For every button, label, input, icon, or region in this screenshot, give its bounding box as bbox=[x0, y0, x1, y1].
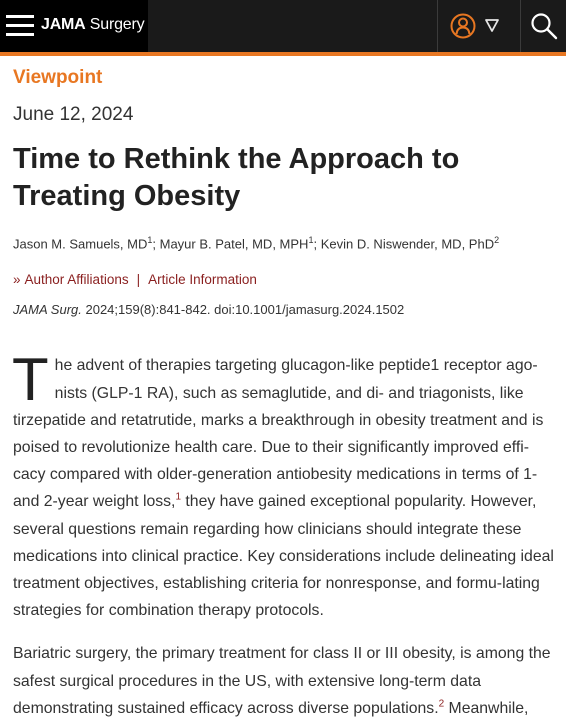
reference-link[interactable]: 2 bbox=[438, 698, 445, 710]
author-affiliation-marker: 2 bbox=[494, 235, 500, 245]
logo-bold: JAMA bbox=[41, 16, 86, 33]
citation-details: 2024;159(8):841-842. doi:10.1001/jamasur… bbox=[81, 302, 405, 318]
article-section-label[interactable]: Viewpoint bbox=[13, 67, 103, 88]
search-icon bbox=[530, 13, 557, 40]
paragraph-text: they have gained exceptional popularity.… bbox=[13, 493, 554, 620]
article-information-link[interactable]: Article Information bbox=[148, 272, 257, 288]
reference-link[interactable]: 1 bbox=[175, 492, 182, 504]
author-list: Jason M. Samuels, MD1; Mayur B. Patel, M… bbox=[13, 231, 566, 253]
journal-logo[interactable]: JAMA Surgery bbox=[41, 16, 145, 34]
logo-light: Surgery bbox=[85, 16, 145, 33]
author-affiliation-marker: 1 bbox=[308, 235, 314, 245]
author-name[interactable]: Kevin D. Niswender, MD, PhD bbox=[320, 236, 495, 252]
author-name[interactable]: Jason M. Samuels, MD bbox=[13, 236, 148, 252]
author-affiliations-link[interactable]: Author Affiliations bbox=[24, 272, 129, 288]
author-name[interactable]: Mayur B. Patel, MD, MPH bbox=[159, 236, 309, 252]
author-affiliation-marker: 1 bbox=[147, 235, 153, 245]
publication-date: June 12, 2024 bbox=[13, 104, 134, 125]
journal-abbreviation: JAMA Surg. bbox=[13, 302, 82, 318]
author-separator: ; bbox=[313, 236, 321, 252]
author-separator: ; bbox=[152, 236, 160, 252]
paragraph-text: he advent of therapies targeting glucago… bbox=[13, 357, 544, 511]
article-content: Viewpoint June 12, 2024 Time to Rethink … bbox=[0, 67, 566, 722]
body-paragraph: Bariatric surgery, the primary treatment… bbox=[13, 640, 558, 722]
link-separator: | bbox=[136, 272, 141, 288]
double-chevron-right-icon: » bbox=[13, 272, 21, 288]
header-tools bbox=[437, 0, 566, 52]
paragraph-text: Bariatric surgery, the primary treatment… bbox=[13, 645, 551, 717]
caret-down-icon bbox=[485, 19, 499, 32]
brand-area: JAMA Surgery bbox=[0, 0, 148, 52]
user-icon bbox=[450, 13, 499, 39]
user-account-button[interactable] bbox=[437, 0, 520, 52]
article-title: Time to Rethink the Approach to Treating… bbox=[13, 143, 460, 212]
article-info-links: » Author Affiliations | Article Information bbox=[13, 271, 566, 289]
top-navigation-bar: JAMA Surgery bbox=[0, 0, 566, 56]
search-button[interactable] bbox=[520, 0, 566, 52]
hamburger-menu-icon[interactable] bbox=[6, 15, 34, 37]
citation: JAMA Surg. 2024;159(8):841-842. doi:10.1… bbox=[13, 301, 566, 319]
paragraph-text: Meanwhile, bbox=[444, 699, 529, 717]
drop-cap: T bbox=[12, 346, 49, 414]
